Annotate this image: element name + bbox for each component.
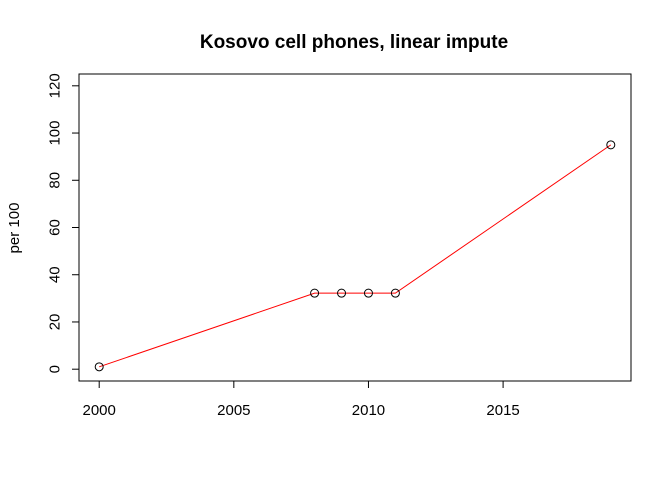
x-axis: 2000 2005 2010 2015 [83,380,520,419]
series-layer [94,140,616,372]
data-point [310,288,320,298]
data-point [390,288,400,298]
y-axis: 0 20 40 60 80 100 120 [46,73,80,373]
y-tick-label: 60 [46,219,63,236]
x-tick-label: 2005 [217,402,250,419]
x-tick-label: 2015 [486,402,519,419]
data-point [94,362,104,372]
y-tick-label: 20 [46,314,63,331]
data-point [606,140,616,150]
x-tick-label: 2010 [352,402,385,419]
plot-frame [78,73,632,382]
x-tick-label: 2000 [83,402,116,419]
data-point [363,288,373,298]
data-point [337,288,347,298]
series-line [99,144,612,368]
y-tick-label: 40 [46,266,63,283]
y-tick-label: 80 [46,172,63,189]
y-tick-label: 0 [46,365,63,373]
y-tick-label: 100 [46,121,63,146]
y-tick-label: 120 [46,73,63,98]
chart-title: Kosovo cell phones, linear impute [200,32,508,53]
y-axis-label: per 100 [6,203,23,254]
